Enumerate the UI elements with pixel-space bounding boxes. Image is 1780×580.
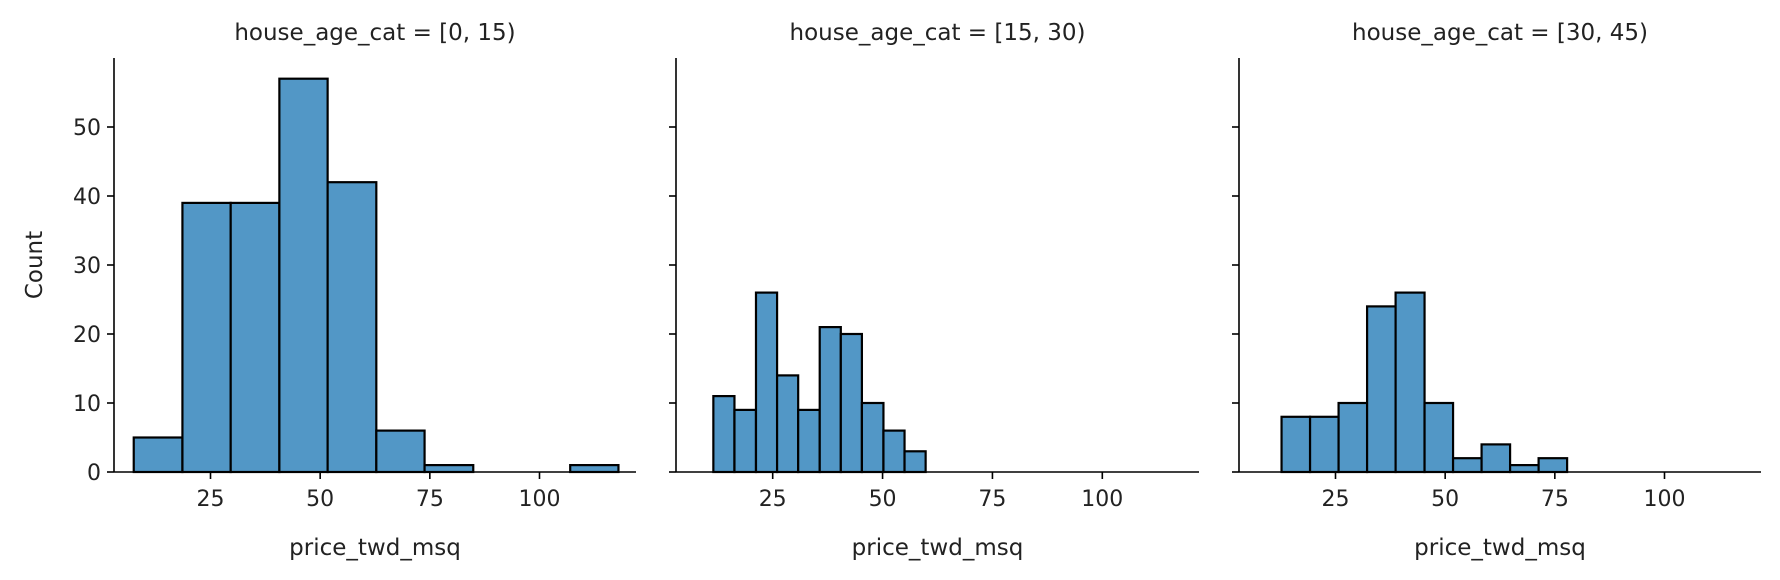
histogram-bar [229, 201, 281, 474]
x-axis-label: price_twd_msq [289, 535, 461, 561]
histogram-bar [181, 201, 232, 474]
x-tick-label: 25 [197, 487, 225, 512]
histogram-bar [775, 374, 800, 474]
x-tick-label: 100 [518, 487, 560, 512]
panel-title: house_age_cat = [0, 15) [234, 20, 515, 46]
histogram-bar [1308, 415, 1340, 474]
y-tick-label: 20 [73, 323, 101, 348]
x-tick-label: 25 [759, 487, 787, 512]
histogram-bar [818, 326, 842, 474]
x-tick-label: 50 [869, 487, 897, 512]
x-axis-label: price_twd_msq [852, 535, 1024, 561]
histogram-bar [569, 464, 620, 474]
histogram-bar [1337, 401, 1369, 474]
x-tick-label: 100 [1081, 487, 1123, 512]
y-tick-label: 40 [73, 185, 101, 210]
y-tick-label: 30 [73, 254, 101, 279]
x-tick-label: 75 [1541, 487, 1569, 512]
x-tick-label: 75 [978, 487, 1006, 512]
facet-panel-2: 25 50 75 100 house_age_cat = [15, 30) price_t… [669, 20, 1199, 561]
histogram-bar [733, 408, 758, 474]
histogram-bar [326, 181, 378, 474]
histogram-bar [882, 429, 906, 474]
y-tick-label: 10 [73, 392, 101, 417]
histogram-bar [1365, 305, 1397, 474]
x-tick-label: 25 [1322, 487, 1350, 512]
histogram-bar [1394, 291, 1426, 474]
histogram-bar [423, 464, 475, 474]
histogram-bar [375, 429, 426, 474]
histogram-bar [1537, 457, 1569, 474]
x-tick-label: 75 [416, 487, 444, 512]
histogram-bar [1451, 457, 1483, 474]
y-axis-label: Count [22, 231, 48, 299]
x-tick-label: 50 [306, 487, 334, 512]
y-tick-label: 0 [87, 461, 101, 486]
x-tick-label: 50 [1431, 487, 1459, 512]
x-axis-label: price_twd_msq [1414, 535, 1586, 561]
histogram-bar [132, 436, 184, 474]
histogram-bar [1423, 401, 1455, 474]
histogram-bar [1480, 443, 1512, 474]
panel-title: house_age_cat = [30, 45) [1352, 20, 1648, 46]
histogram-bar [1508, 464, 1540, 474]
x-tick-label: 100 [1643, 487, 1685, 512]
histogram-bar [839, 332, 864, 474]
histogram-bar [754, 291, 779, 474]
facet-panel-3: 25 50 75 100 house_age_cat = [30, 45) price_t… [1232, 20, 1761, 561]
histogram-bar [903, 450, 927, 474]
histogram-bar [860, 401, 885, 474]
histogram-bar [278, 77, 329, 474]
histogram-bar [1280, 415, 1312, 474]
panel-title: house_age_cat = [15, 30) [790, 20, 1086, 46]
y-tick-label: 50 [73, 116, 101, 141]
facet-panel-1: 0 10 20 30 40 50 25 50 75 100 house_age_cat = [0, … [22, 20, 636, 561]
histogram-bar [797, 408, 821, 474]
histogram-bar [712, 395, 736, 474]
